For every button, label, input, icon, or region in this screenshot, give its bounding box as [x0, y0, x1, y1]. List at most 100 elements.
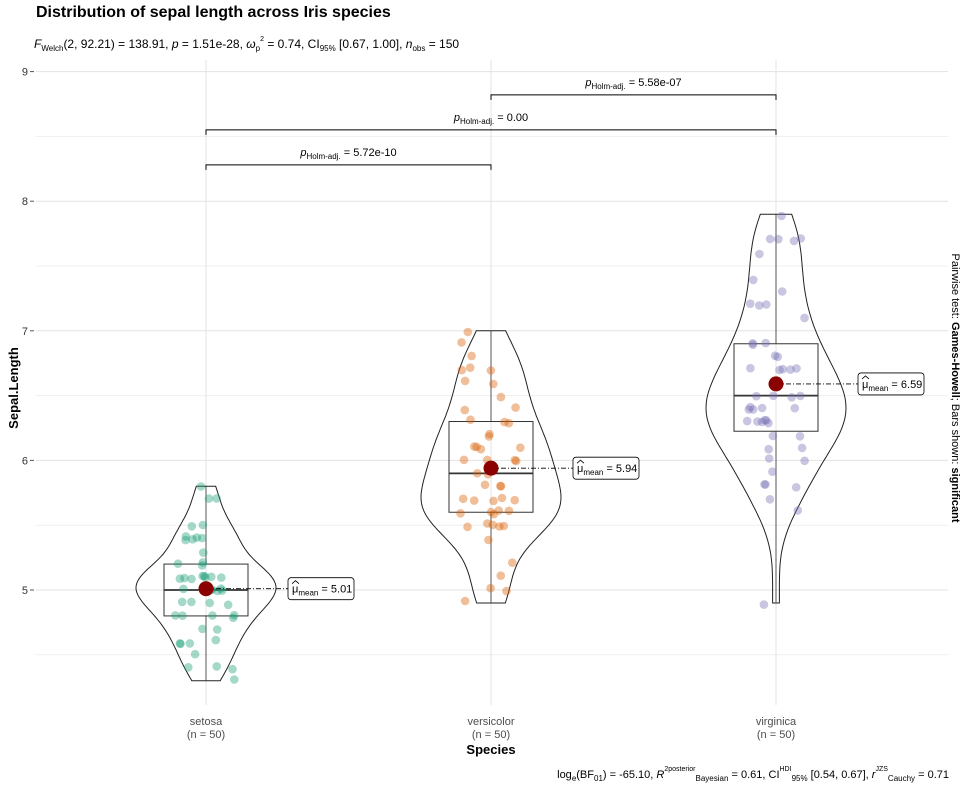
- mean-hat-icon: [291, 580, 300, 585]
- y-tick-label: 9: [22, 67, 28, 79]
- data-point: [230, 675, 239, 684]
- data-point: [511, 403, 520, 412]
- data-point: [460, 596, 470, 606]
- data-point: [486, 583, 495, 593]
- bf-sub: e: [571, 774, 577, 783]
- data-point: [770, 351, 780, 361]
- data-point: [185, 639, 195, 648]
- data-point: [786, 365, 795, 374]
- data-point: [497, 493, 507, 503]
- mean-sub: mean: [298, 589, 318, 598]
- mean-point: [768, 376, 784, 392]
- data-point: [466, 415, 475, 425]
- data-point: [207, 572, 216, 582]
- data-point: [746, 299, 755, 309]
- r2-value: = 0.61, CI: [728, 769, 780, 781]
- x-tick-label: setosa: [190, 716, 223, 728]
- n-value: = 150: [425, 37, 460, 51]
- data-point: [744, 405, 754, 414]
- mean-sub: mean: [868, 384, 888, 393]
- data-point: [484, 432, 494, 441]
- data-point: [765, 495, 775, 504]
- f-args: (2, 92.21) = 138.91,: [63, 37, 172, 51]
- data-point: [769, 391, 778, 401]
- pairwise-p-symbol: p: [299, 147, 306, 159]
- data-point: [175, 574, 185, 583]
- omega-symbol: ω: [246, 37, 256, 51]
- data-point: [761, 338, 770, 348]
- data-point: [457, 338, 466, 347]
- data-point: [228, 664, 237, 674]
- y-tick-label: 5: [22, 585, 28, 597]
- r-sup: JZS: [875, 766, 888, 773]
- data-point: [777, 287, 787, 296]
- r-value: = 0.71: [915, 769, 949, 781]
- mean-point: [483, 460, 499, 476]
- data-point: [759, 600, 769, 609]
- data-point: [753, 417, 762, 426]
- data-point: [787, 393, 796, 402]
- hdi-value: [0.54, 0.67],: [807, 769, 872, 781]
- data-point: [192, 533, 202, 542]
- data-point: [223, 600, 233, 610]
- p-value: = 1.51e-28,: [178, 37, 247, 51]
- r2-sup: 2posterior: [664, 766, 696, 773]
- pairwise-test-name: Games-Howell: [949, 322, 961, 398]
- data-point: [496, 482, 506, 491]
- data-point: [486, 366, 496, 375]
- data-point: [484, 535, 493, 545]
- omega-value: = 0.74, CI: [263, 37, 320, 51]
- data-point: [188, 535, 197, 544]
- data-point: [190, 649, 200, 659]
- data-point: [504, 418, 514, 428]
- x-tick-count-label: (n = 50): [187, 729, 225, 741]
- mean-hat-icon: [861, 375, 870, 380]
- pairwise-p-value: = 5.58e-07: [626, 77, 682, 89]
- data-point: [229, 610, 239, 620]
- data-point: [476, 444, 486, 454]
- data-point: [480, 480, 490, 490]
- data-point: [488, 520, 498, 530]
- violin-setosa: [135, 485, 277, 682]
- mean-hat-icon: [576, 459, 585, 464]
- data-point: [762, 416, 771, 425]
- data-point: [510, 495, 519, 505]
- data-point: [502, 586, 511, 596]
- pairwise-label: pHolm-adj. = 5.58e-07: [584, 77, 681, 91]
- pairwise-middle: ; Bars shown:: [949, 398, 961, 468]
- pairwise-p-symbol: p: [453, 112, 460, 124]
- data-point: [795, 432, 805, 441]
- data-point: [764, 444, 773, 454]
- omega-sub: p: [255, 44, 261, 53]
- data-point: [460, 405, 470, 415]
- pairwise-bracket: [205, 164, 492, 170]
- data-point: [198, 624, 207, 634]
- chart-caption: loge(BF01) = -65.10, R2posteriorBayesian…: [557, 766, 949, 783]
- pairwise-shown: significant: [949, 467, 961, 522]
- mean-value: = 5.94: [603, 463, 637, 475]
- data-point: [508, 558, 517, 567]
- data-point: [201, 573, 210, 582]
- data-point: [752, 391, 761, 401]
- data-point: [764, 454, 774, 463]
- data-point: [789, 236, 799, 246]
- data-point: [796, 391, 805, 401]
- data-point: [757, 403, 767, 413]
- mean-label: μmean = 5.94: [577, 463, 637, 477]
- data-point: [173, 559, 183, 568]
- r-sub: Cauchy: [887, 774, 916, 783]
- data-point: [755, 301, 764, 310]
- mean-label: μmean = 6.59: [862, 379, 922, 393]
- y-tick-label: 8: [22, 196, 28, 208]
- mean-label-box: [287, 577, 355, 601]
- data-point: [778, 364, 788, 374]
- data-point: [469, 496, 479, 505]
- data-point: [773, 352, 782, 362]
- box-versicolor: [448, 421, 534, 513]
- data-point: [495, 522, 504, 531]
- bf-text: log: [557, 769, 572, 781]
- n-sub: obs: [412, 44, 426, 53]
- x-tick-label: virginica: [756, 716, 797, 728]
- data-point: [181, 532, 191, 541]
- data-point: [748, 340, 758, 350]
